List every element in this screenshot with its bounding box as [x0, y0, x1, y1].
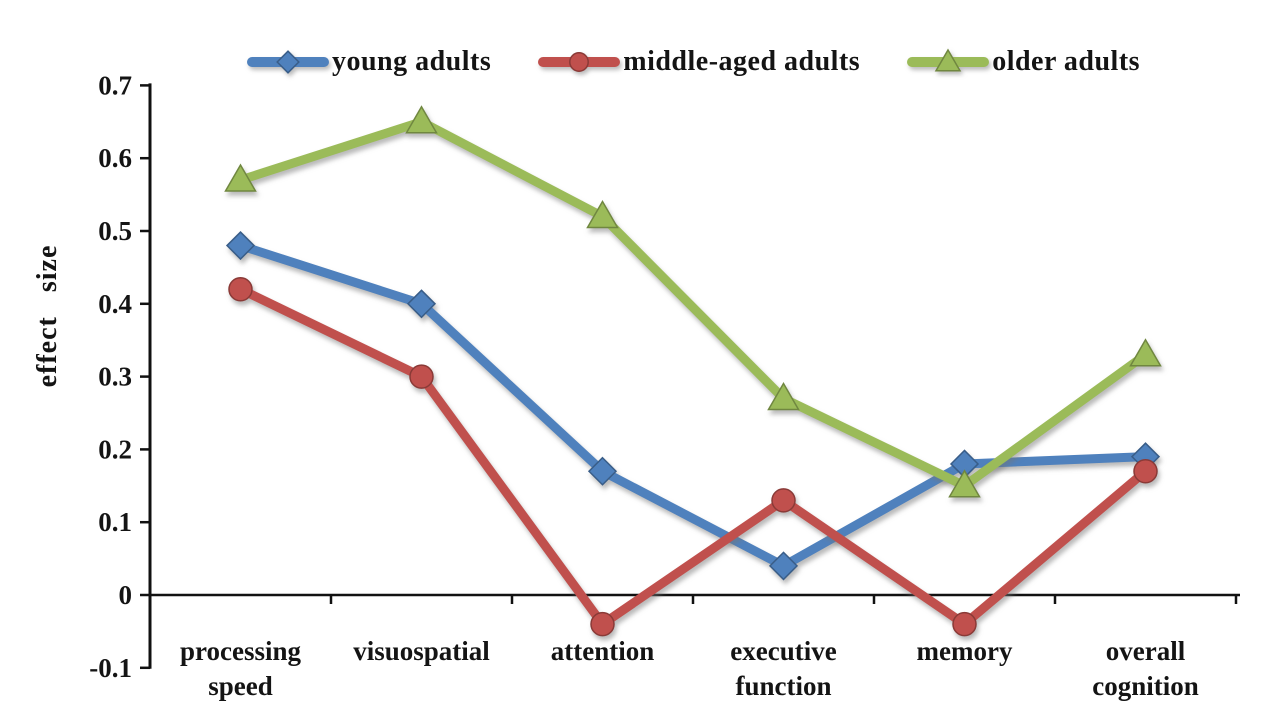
axes: 0.7 0.6 0.5 0.4 0.3 0.2 0.1 0 -0.1 processing spee… [89, 70, 1240, 701]
y-tick-label: 0.1 [98, 507, 132, 537]
series-young-adults [225, 230, 1161, 581]
data-point-marker [767, 381, 800, 411]
legend-marker-middle-aged-adults [537, 47, 621, 77]
series-line-young-adults [236, 241, 1150, 571]
data-point-marker [952, 611, 977, 637]
data-point-marker [1133, 458, 1158, 484]
series-line-older-adults [236, 117, 1150, 491]
y-tick-label: 0.3 [98, 362, 132, 392]
y-tick-label: 0 [119, 580, 133, 610]
y-tick-label: -0.1 [89, 653, 132, 683]
category-label-executive-function: executive function [730, 636, 836, 701]
data-point-marker [225, 230, 256, 261]
legend-marker-older-adults [906, 47, 990, 77]
y-tick-label: 0.2 [98, 434, 132, 464]
y-tick-label: 0.5 [98, 216, 132, 246]
data-point-marker [1129, 338, 1162, 367]
data-point-marker [409, 364, 434, 389]
data-point-marker [405, 105, 438, 134]
series-middle-aged-adults [228, 276, 1158, 637]
legend-label-middle-aged-adults: middle-aged adults [623, 46, 861, 77]
data-point-marker [590, 611, 615, 637]
legend-label-young-adults: young adults [331, 46, 492, 77]
series-older-adults [224, 105, 1162, 498]
data-point-marker [768, 551, 799, 581]
category-label-visuospatial: visuospatial [353, 636, 490, 666]
legend: young adults middle-aged adults older ad… [150, 42, 1236, 82]
legend-marker-young-adults [246, 47, 330, 77]
legend-item-middle-aged-adults: middle-aged adults [537, 46, 860, 78]
data-point-marker [587, 456, 618, 486]
legend-label-older-adults: older adults [992, 46, 1141, 77]
y-tick-label: 0.4 [98, 289, 132, 319]
data-point-marker [228, 276, 253, 302]
data-point-marker [771, 488, 796, 513]
data-point-marker [276, 50, 300, 74]
data-point-marker [224, 163, 257, 192]
y-tick-label: 0.7 [98, 70, 132, 100]
category-label-attention: attention [551, 636, 655, 666]
category-label-overall-cognition: overall cognition [1092, 636, 1199, 701]
y-tick-label: 0.6 [98, 143, 132, 173]
category-label-processing-speed: processing speed [180, 636, 302, 701]
series-line-middle-aged-adults [236, 284, 1150, 629]
legend-item-young-adults: young adults [246, 46, 491, 78]
category-label-memory: memory [917, 636, 1013, 666]
legend-item-older-adults: older adults [906, 46, 1140, 78]
data-point-marker [586, 199, 619, 229]
data-point-marker [569, 52, 590, 72]
data-point-marker [406, 289, 437, 319]
data-point-marker [948, 469, 981, 498]
data-point-marker [934, 48, 962, 72]
